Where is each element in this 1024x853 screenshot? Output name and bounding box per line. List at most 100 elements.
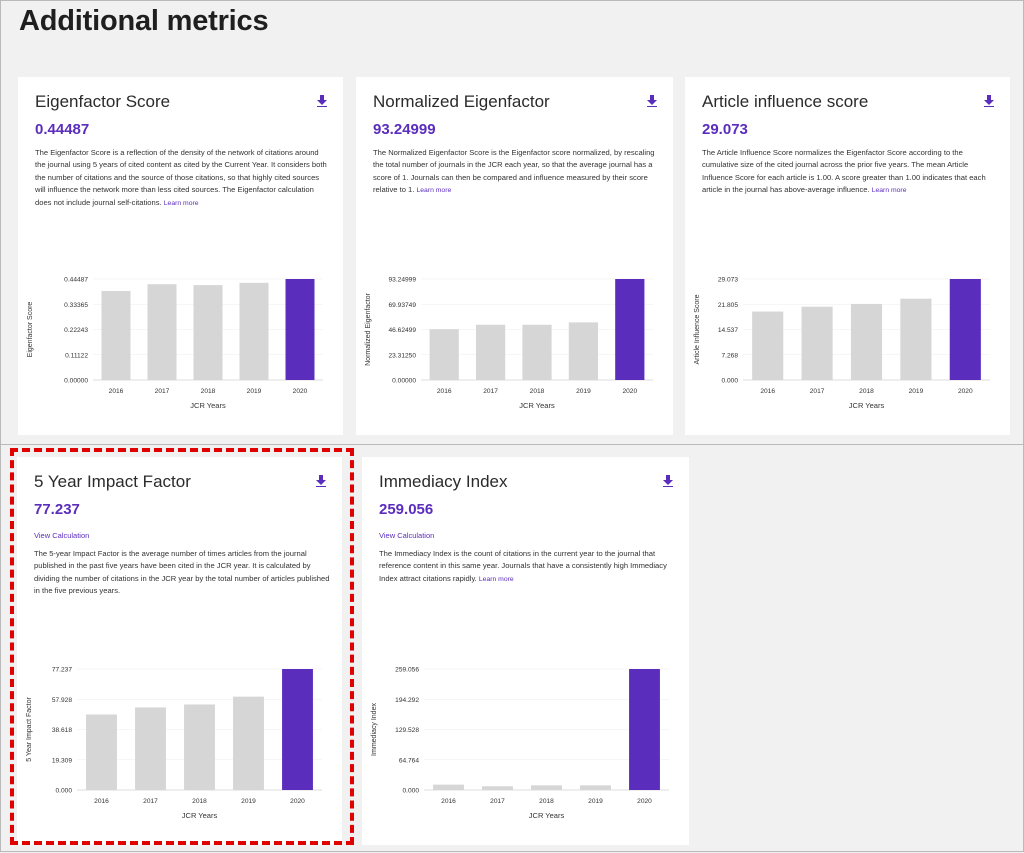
x-tick-label: 2020 bbox=[958, 388, 973, 395]
x-axis-label: JCR Years bbox=[190, 401, 226, 410]
y-tick-label: 259.056 bbox=[395, 667, 419, 674]
x-tick-label: 2020 bbox=[293, 388, 308, 395]
bar-2016 bbox=[752, 311, 784, 380]
x-tick-label: 2019 bbox=[576, 388, 591, 395]
x-tick-label: 2016 bbox=[437, 388, 452, 395]
y-tick-label: 69.93749 bbox=[388, 302, 416, 309]
bar-2017 bbox=[147, 284, 177, 380]
learn-more-link[interactable]: Learn more bbox=[478, 575, 514, 583]
bar-2019 bbox=[580, 785, 611, 790]
card-description: The Article Influence Score normalizes t… bbox=[702, 147, 994, 198]
y-tick-label: 194.292 bbox=[395, 697, 419, 704]
y-tick-label: 0.000 bbox=[55, 788, 72, 795]
x-tick-label: 2018 bbox=[201, 388, 216, 395]
bar-2019 bbox=[233, 696, 264, 790]
bar-2018 bbox=[193, 285, 223, 380]
x-tick-label: 2018 bbox=[530, 388, 545, 395]
y-tick-label: 57.928 bbox=[52, 697, 73, 704]
bar-2018 bbox=[184, 704, 215, 790]
y-tick-label: 77.237 bbox=[52, 667, 73, 674]
download-icon[interactable] bbox=[317, 95, 327, 107]
card-title: Article influence score bbox=[702, 92, 869, 111]
learn-more-link[interactable]: Learn more bbox=[871, 187, 907, 195]
y-axis-label: Eigenfactor Score bbox=[27, 302, 34, 358]
five-year-impact-factor-card: 5 Year Impact Factor 77.237 View Calcula… bbox=[17, 457, 342, 845]
y-tick-label: 21.805 bbox=[718, 302, 739, 309]
view-calculation-link[interactable]: View Calculation bbox=[34, 531, 90, 540]
immediacy-index-chart: 0.000 64.764 129.528 194.292 259.056 2016 2017… bbox=[371, 667, 669, 820]
y-tick-label: 19.309 bbox=[52, 757, 73, 764]
five-year-impact-factor-chart: 0.000 19.309 38.618 57.928 77.237 2016 2017 201… bbox=[26, 667, 322, 820]
learn-more-link[interactable]: Learn more bbox=[163, 199, 199, 207]
card-value: 0.44487 bbox=[35, 121, 90, 138]
view-calculation-link[interactable]: View Calculation bbox=[379, 531, 435, 540]
y-tick-label: 23.31250 bbox=[388, 352, 416, 359]
bar-2020 bbox=[949, 279, 981, 380]
x-tick-label: 2018 bbox=[859, 388, 874, 395]
bar-2020 bbox=[629, 669, 660, 790]
x-tick-label: 2016 bbox=[441, 798, 456, 805]
x-tick-label: 2019 bbox=[247, 388, 262, 395]
y-tick-label: 46.62499 bbox=[388, 327, 416, 334]
card-value: 259.056 bbox=[379, 501, 434, 518]
download-icon[interactable] bbox=[316, 475, 326, 487]
bar-2017 bbox=[482, 786, 513, 790]
bar-2018 bbox=[531, 785, 562, 790]
bar-2017 bbox=[135, 707, 166, 790]
bar-2019 bbox=[568, 322, 599, 380]
bar-2017 bbox=[801, 306, 833, 380]
card-title: Normalized Eigenfactor bbox=[373, 92, 550, 111]
y-tick-label: 129.528 bbox=[395, 727, 419, 734]
x-tick-label: 2019 bbox=[241, 798, 256, 805]
x-axis-label: JCR Years bbox=[182, 811, 218, 820]
y-tick-label: 64.764 bbox=[399, 757, 420, 764]
x-tick-label: 2018 bbox=[192, 798, 207, 805]
description-text: The Eigenfactor Score is a reflection of… bbox=[35, 148, 327, 207]
bar-2016 bbox=[433, 784, 464, 790]
section-title: Additional metrics bbox=[19, 5, 269, 37]
download-icon[interactable] bbox=[663, 475, 673, 487]
article-influence-chart: 0.000 7.268 14.537 21.805 29.073 2016 2017 2018… bbox=[694, 277, 990, 410]
x-tick-label: 2017 bbox=[810, 388, 825, 395]
y-axis-label: 5 Year Impact Factor bbox=[26, 697, 33, 762]
card-value: 77.237 bbox=[34, 501, 80, 518]
y-tick-label: 0.44487 bbox=[64, 277, 88, 284]
y-axis-label: Normalized Eigenfactor bbox=[365, 292, 372, 365]
card-title: 5 Year Impact Factor bbox=[34, 472, 191, 491]
x-tick-label: 2016 bbox=[760, 388, 775, 395]
x-tick-label: 2017 bbox=[143, 798, 158, 805]
y-tick-label: 0.11122 bbox=[65, 352, 88, 359]
description-text: The 5-year Impact Factor is the average … bbox=[34, 549, 330, 596]
download-icon[interactable] bbox=[647, 95, 657, 107]
y-axis-label: Immediacy Index bbox=[371, 703, 378, 756]
eigenfactor-card: Eigenfactor Score 0.44487 The Eigenfacto… bbox=[18, 77, 343, 435]
learn-more-link[interactable]: Learn more bbox=[416, 187, 452, 195]
y-tick-label: 29.073 bbox=[718, 277, 739, 284]
eigenfactor-chart: 0.00000 0.11122 0.22243 0.33365 0.44487 2016 2… bbox=[27, 277, 323, 410]
bar-2016 bbox=[429, 329, 459, 380]
x-tick-label: 2019 bbox=[909, 388, 924, 395]
x-axis-label: JCR Years bbox=[519, 401, 555, 410]
x-tick-label: 2016 bbox=[109, 388, 124, 395]
bar-2020 bbox=[285, 279, 315, 380]
y-tick-label: 0.22243 bbox=[64, 327, 88, 334]
x-tick-label: 2020 bbox=[637, 798, 652, 805]
card-description: The Immediacy Index is the count of cita… bbox=[379, 548, 679, 586]
card-description: The Normalized Eigenfactor Score is the … bbox=[373, 147, 661, 198]
x-tick-label: 2017 bbox=[483, 388, 498, 395]
y-tick-label: 0.00000 bbox=[64, 378, 88, 385]
normalized-eigenfactor-card: Normalized Eigenfactor 93.24999 The Norm… bbox=[356, 77, 673, 435]
normalized-eigenfactor-chart: 0.00000 23.31250 46.62499 69.93749 93.24999 2… bbox=[365, 277, 653, 410]
card-value: 29.073 bbox=[702, 121, 748, 138]
y-tick-label: 7.268 bbox=[721, 352, 738, 359]
y-tick-label: 38.618 bbox=[52, 727, 73, 734]
x-tick-label: 2019 bbox=[588, 798, 603, 805]
y-tick-label: 14.537 bbox=[718, 327, 739, 334]
y-axis-label: Article Influence Score bbox=[694, 294, 701, 364]
y-tick-label: 93.24999 bbox=[388, 277, 416, 284]
bar-2018 bbox=[850, 303, 883, 380]
download-icon[interactable] bbox=[984, 95, 994, 107]
bar-2020 bbox=[282, 669, 313, 790]
bar-2019 bbox=[239, 282, 269, 380]
x-tick-label: 2017 bbox=[155, 388, 170, 395]
